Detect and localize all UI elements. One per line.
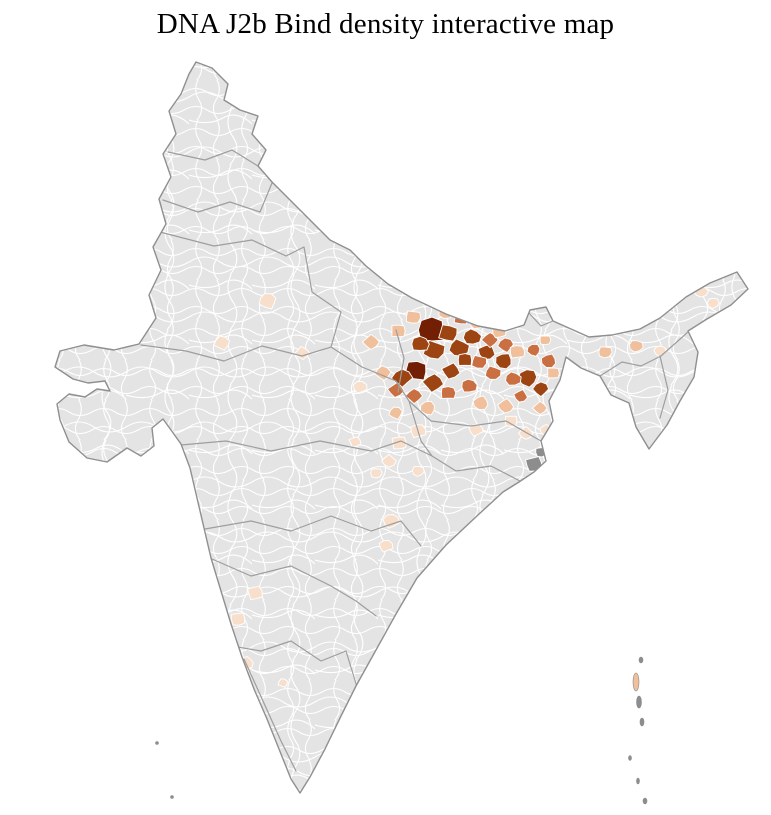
district-cell[interactable] bbox=[382, 514, 400, 529]
district-cell[interactable] bbox=[213, 335, 231, 351]
district-cell[interactable] bbox=[526, 343, 541, 357]
district-cell[interactable] bbox=[457, 353, 473, 366]
district-cell[interactable] bbox=[480, 332, 499, 349]
district-cell[interactable] bbox=[352, 380, 368, 394]
district-cell[interactable] bbox=[706, 297, 720, 309]
district-cell[interactable] bbox=[495, 353, 512, 370]
district-cell[interactable] bbox=[370, 468, 383, 479]
district-cell[interactable] bbox=[554, 390, 567, 402]
district-cell[interactable] bbox=[472, 395, 489, 411]
district-cell[interactable] bbox=[230, 612, 246, 626]
island[interactable] bbox=[642, 797, 648, 805]
district-cell[interactable] bbox=[277, 678, 289, 688]
district-cell[interactable] bbox=[468, 423, 484, 437]
district-cell[interactable] bbox=[391, 436, 407, 450]
district-cell[interactable] bbox=[484, 365, 502, 380]
district-cell[interactable] bbox=[462, 328, 483, 345]
district-cell[interactable] bbox=[539, 335, 552, 346]
district-cell[interactable] bbox=[440, 362, 461, 380]
district-cell[interactable] bbox=[440, 386, 457, 399]
state-borders bbox=[140, 149, 689, 772]
district-cell[interactable] bbox=[525, 456, 543, 472]
district-cell[interactable] bbox=[227, 696, 241, 710]
district-cell[interactable] bbox=[513, 389, 529, 403]
district-cell[interactable] bbox=[616, 426, 630, 439]
district-cell[interactable] bbox=[405, 310, 422, 324]
district-cell[interactable] bbox=[438, 324, 458, 342]
island[interactable] bbox=[170, 795, 174, 799]
island[interactable] bbox=[628, 755, 632, 761]
district-cell[interactable] bbox=[361, 333, 380, 351]
island[interactable] bbox=[639, 717, 645, 727]
district-cell[interactable] bbox=[598, 346, 613, 359]
district-cell[interactable] bbox=[391, 324, 406, 338]
district-cell[interactable] bbox=[411, 465, 425, 477]
district-cell[interactable] bbox=[603, 409, 619, 423]
district-cell[interactable] bbox=[492, 325, 507, 339]
india-outline bbox=[54, 61, 749, 794]
district-cell[interactable] bbox=[497, 397, 515, 414]
district-cell[interactable] bbox=[420, 400, 435, 416]
district-cell[interactable] bbox=[629, 340, 644, 353]
island[interactable] bbox=[636, 777, 640, 785]
district-cell[interactable] bbox=[532, 381, 550, 398]
district-cell[interactable] bbox=[517, 369, 538, 388]
district-grid bbox=[55, 62, 748, 793]
district-cell[interactable] bbox=[210, 676, 225, 689]
district-cell[interactable] bbox=[509, 345, 526, 359]
district-cell[interactable] bbox=[381, 453, 398, 468]
district-cell[interactable] bbox=[258, 293, 277, 310]
district-cell[interactable] bbox=[246, 586, 263, 601]
island[interactable] bbox=[155, 741, 159, 745]
district-cell[interactable] bbox=[417, 316, 444, 342]
island[interactable] bbox=[636, 695, 642, 709]
district-cell[interactable] bbox=[378, 539, 394, 553]
district-cell[interactable] bbox=[547, 367, 560, 379]
district-cell[interactable] bbox=[497, 337, 515, 354]
district-cell[interactable] bbox=[531, 400, 548, 416]
district-cell[interactable] bbox=[505, 371, 522, 386]
district-cell[interactable] bbox=[540, 353, 557, 369]
district-cell[interactable] bbox=[388, 406, 403, 420]
district-cell[interactable] bbox=[219, 640, 232, 653]
district-cell[interactable] bbox=[348, 436, 362, 448]
island[interactable] bbox=[632, 672, 640, 692]
district-cell[interactable] bbox=[293, 345, 310, 361]
district-cell[interactable] bbox=[504, 415, 518, 427]
district-cell[interactable] bbox=[477, 343, 496, 360]
district-cell[interactable] bbox=[411, 335, 430, 351]
page-title: DNA J2b Bind density interactive map bbox=[156, 8, 615, 40]
islands bbox=[155, 656, 648, 805]
district-cell[interactable] bbox=[471, 354, 487, 369]
district-cell[interactable] bbox=[461, 378, 478, 393]
island[interactable] bbox=[638, 656, 644, 664]
district-cell[interactable] bbox=[421, 373, 445, 393]
